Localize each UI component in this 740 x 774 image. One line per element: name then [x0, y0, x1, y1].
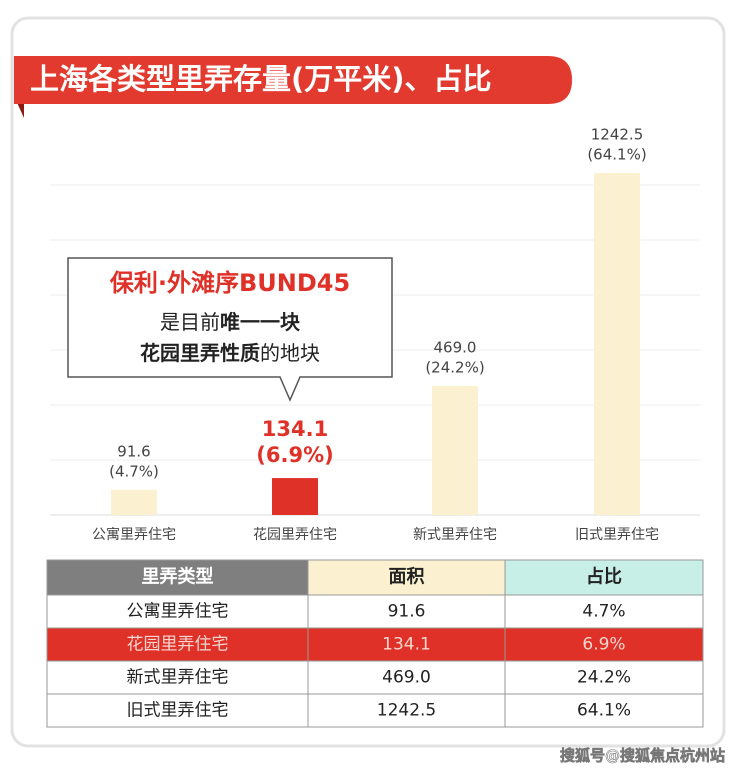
- bar: [594, 173, 640, 515]
- table-cell: [307, 627, 506, 662]
- title-banner: [14, 56, 572, 104]
- cell-text: 6.9%: [582, 635, 625, 655]
- callout-line: 是目前唯一一块: [160, 310, 301, 334]
- value-label: 469.0: [434, 338, 477, 356]
- cell-text: 新式里弄住宅: [127, 668, 229, 688]
- header-text: 面积: [389, 567, 425, 588]
- header-text: 里弄类型: [142, 566, 214, 588]
- cell-text: 134.1: [382, 635, 431, 655]
- callout-title: 保利·外滩序BUND45: [109, 269, 350, 297]
- callout-line: 花园里弄性质的地块: [140, 341, 320, 365]
- cell-text: 64.1%: [577, 701, 631, 721]
- header-cell: [504, 559, 704, 596]
- table-cell: [307, 693, 506, 728]
- table-cell: [504, 627, 704, 662]
- table-cell: [46, 594, 309, 629]
- callout-text: 的地块: [260, 341, 320, 365]
- callout-bold: 唯一一块: [220, 310, 301, 334]
- share-label: (24.2%): [425, 358, 484, 376]
- callout-bold: 花园里弄性质: [140, 341, 260, 365]
- header-text: 占比: [586, 566, 622, 588]
- value-label: 91.6: [117, 442, 150, 460]
- cell-text: 4.7%: [582, 602, 625, 622]
- table-cell: [307, 660, 506, 695]
- table-cell: [46, 660, 309, 695]
- table-cell: [504, 594, 704, 629]
- table-cell: [46, 693, 309, 728]
- header-cell: [307, 559, 506, 596]
- callout-text: 是目前: [160, 310, 220, 334]
- x-tick-label: 旧式里弄住宅: [575, 527, 659, 543]
- cell-text: 24.2%: [577, 668, 631, 688]
- x-tick-label: 公寓里弄住宅: [92, 526, 176, 543]
- callout-box: [67, 257, 393, 402]
- table-cell: [504, 660, 704, 695]
- table-cell: [307, 594, 506, 629]
- chart-title: 上海各类型里弄存量(万平米)、占比: [30, 62, 492, 96]
- cell-text: 旧式里弄住宅: [127, 701, 229, 721]
- share-label: (6.9%): [256, 443, 333, 467]
- bars: 91.6 (4.7%) 公寓里弄住宅 134.1(6.9%) 花园里弄住宅 469.0 (2…: [92, 126, 659, 544]
- cell-text: 469.0: [382, 668, 431, 688]
- cell-text: 公寓里弄住宅: [127, 602, 229, 622]
- bar: [432, 385, 478, 515]
- cell-text: 1242.5: [377, 701, 436, 721]
- header-cell: [46, 559, 309, 596]
- share-label: (4.7%): [109, 462, 159, 480]
- bar: [111, 489, 157, 515]
- value-label: 1242.5: [591, 126, 644, 144]
- cell-text: 花园里弄住宅: [127, 635, 229, 655]
- table-cell: [504, 693, 704, 728]
- x-tick-label: 新式里弄住宅: [413, 527, 497, 543]
- share-label: (64.1%): [587, 146, 646, 164]
- cell-text: 91.6: [388, 602, 426, 622]
- bar: [272, 478, 318, 515]
- value-label: 134.1: [262, 417, 328, 441]
- callout: 保利·外滩序BUND45 是目前唯一一块 花园里弄性质的地块: [67, 257, 393, 402]
- x-tick-label: 花园里弄住宅: [253, 527, 337, 543]
- watermark: 搜狐号@搜狐焦点杭州站: [560, 747, 725, 765]
